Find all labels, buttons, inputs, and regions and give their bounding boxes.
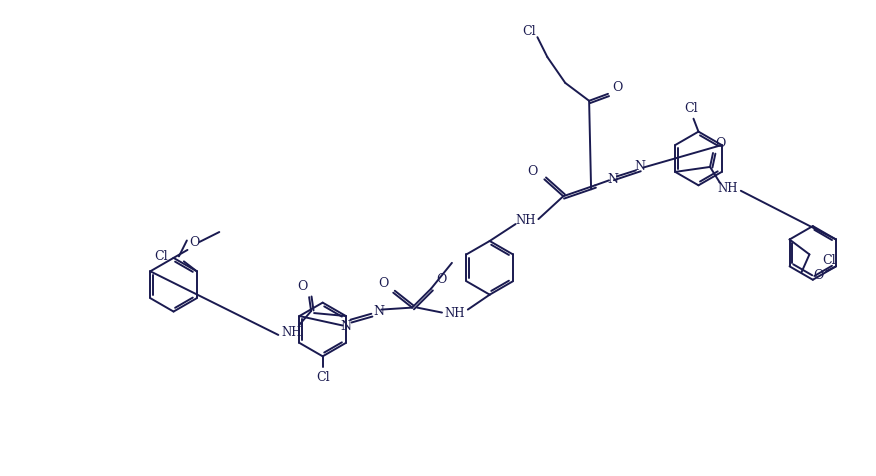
Text: Cl: Cl <box>316 371 329 384</box>
Text: NH: NH <box>445 307 465 320</box>
Text: O: O <box>813 269 823 282</box>
Text: NH: NH <box>281 327 301 339</box>
Text: NH: NH <box>515 214 536 227</box>
Text: O: O <box>378 277 389 290</box>
Text: Cl: Cl <box>823 254 836 267</box>
Text: N: N <box>607 173 618 186</box>
Text: O: O <box>189 237 200 249</box>
Text: Cl: Cl <box>154 250 168 263</box>
Text: O: O <box>611 81 622 94</box>
Text: Cl: Cl <box>523 25 536 38</box>
Text: N: N <box>373 305 384 318</box>
Text: O: O <box>435 273 446 286</box>
Text: N: N <box>634 160 646 173</box>
Text: O: O <box>527 165 538 178</box>
Text: Cl: Cl <box>685 102 698 115</box>
Text: N: N <box>340 320 351 333</box>
Text: O: O <box>297 280 307 293</box>
Text: O: O <box>715 137 725 149</box>
Text: NH: NH <box>717 182 738 195</box>
